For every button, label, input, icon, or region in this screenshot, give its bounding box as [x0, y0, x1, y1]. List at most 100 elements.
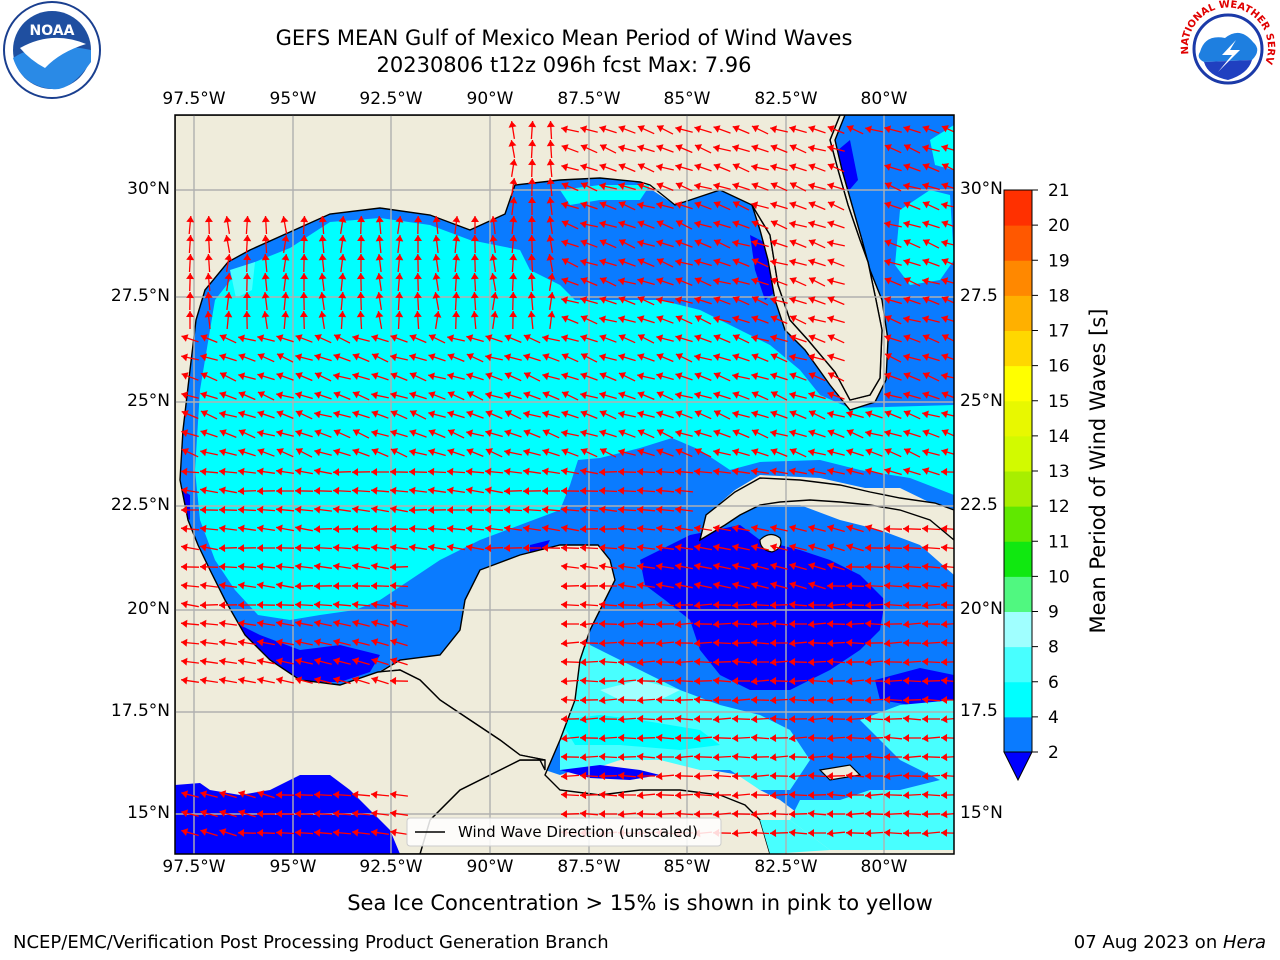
wind-arrow-head	[903, 296, 911, 304]
wind-arrow-head	[504, 467, 511, 476]
wind-arrow-head	[238, 544, 245, 553]
wind-arrow-head	[276, 543, 283, 552]
wind-arrow-head	[923, 239, 931, 247]
wind-arrow-head	[314, 676, 322, 685]
wind-arrow-head	[941, 144, 949, 152]
wind-arrow-head	[618, 410, 625, 419]
wind-arrow-head	[770, 163, 778, 172]
wind-arrow-head	[941, 562, 948, 571]
wind-arrow-head	[561, 677, 568, 686]
wind-arrow-head	[447, 429, 456, 437]
wind-arrow-head	[732, 296, 740, 304]
wind-arrow-head	[808, 125, 816, 133]
wind-arrow-head	[447, 486, 454, 495]
wind-arrow-head	[846, 677, 853, 686]
wind-arrow-head	[219, 353, 227, 361]
wind-arrow-head	[509, 292, 518, 299]
wind-arrow-head	[300, 273, 308, 279]
wind-arrow-head	[770, 676, 777, 685]
wind-arrow-head	[713, 163, 721, 171]
wind-arrow-head	[186, 216, 195, 223]
wind-arrow-head	[580, 809, 587, 818]
wind-arrow-head	[884, 562, 891, 571]
wind-arrow-head	[599, 410, 607, 418]
wind-arrow-head	[637, 714, 644, 723]
wind-arrow-head	[432, 254, 441, 261]
wind-arrow-head	[409, 506, 416, 515]
wind-arrow-head	[695, 315, 703, 323]
lon-tick-top: 92.5°W	[359, 89, 423, 109]
wind-arrow-head	[238, 505, 245, 514]
wind-arrow-head	[637, 676, 644, 685]
wind-arrow-head	[219, 619, 226, 628]
wind-arrow-head	[295, 600, 302, 609]
wind-arrow-head	[528, 159, 537, 166]
wind-arrow-head	[751, 372, 759, 381]
wind-arrow-head	[694, 372, 702, 380]
wind-arrow-head	[789, 296, 797, 304]
wind-arrow-head	[528, 178, 537, 185]
wind-arrow-head	[713, 676, 720, 685]
wind-arrow-head	[694, 657, 701, 666]
wind-arrow-head	[276, 505, 283, 514]
wind-arrow-head	[789, 772, 796, 781]
chart-subtitle: 20230806 t12z 096h fcst Max: 7.96	[376, 53, 752, 77]
wind-arrow-head	[561, 353, 569, 361]
wind-arrow-head	[808, 753, 815, 762]
wind-arrow-head	[770, 524, 777, 533]
wind-arrow-head	[733, 201, 741, 209]
wind-arrow-head	[884, 543, 891, 552]
wind-arrow-head	[865, 125, 872, 134]
wind-arrow-head	[527, 216, 536, 223]
footer-credit: NCEP/EMC/Verification Post Processing Pr…	[13, 932, 609, 953]
wind-arrow-head	[181, 809, 189, 818]
wind-arrow-head	[561, 220, 569, 228]
wind-arrow-head	[485, 544, 492, 553]
wind-arrow-head	[713, 562, 720, 571]
wind-arrow-head	[694, 601, 701, 610]
wind-arrow-head	[865, 676, 872, 685]
wind-arrow-head	[580, 182, 589, 190]
wind-arrow-head	[638, 334, 646, 342]
wind-wave-direction-arrows	[180, 120, 954, 838]
wind-arrow-head	[922, 677, 929, 686]
wind-arrow-head	[656, 296, 663, 305]
wind-arrow-head	[808, 715, 815, 724]
wind-arrow-head	[485, 467, 492, 476]
wind-arrow-head	[865, 658, 872, 667]
wind-arrow-head	[523, 448, 531, 457]
wind-arrow-head	[599, 201, 607, 209]
wind-arrow-head	[732, 220, 740, 228]
wind-arrow-head	[338, 216, 347, 223]
wind-arrow-head	[432, 216, 441, 223]
wind-arrow-head	[277, 353, 285, 361]
wind-arrow-head	[618, 467, 625, 476]
wind-arrow-head	[542, 487, 548, 495]
colorbar-segment	[1004, 716, 1032, 753]
wind-arrow-head	[751, 429, 760, 437]
wind-arrow-head	[808, 562, 816, 570]
wind-arrow-head	[542, 429, 550, 437]
wind-arrow-head	[333, 828, 340, 837]
wind-arrow-head	[409, 486, 416, 495]
wind-arrow-head	[618, 315, 626, 324]
wind-arrow-head	[751, 410, 759, 418]
wind-arrow-head	[865, 619, 872, 628]
wind-arrow-head	[808, 733, 815, 742]
wind-arrow-head	[186, 311, 194, 317]
wind-arrow-head	[428, 334, 437, 342]
wind-arrow-head	[314, 790, 321, 799]
wind-arrow-head	[356, 311, 365, 318]
wind-arrow-head	[300, 216, 309, 223]
colorbar: 2 4 6 8 9 10 11 12 13 14 15 16 17 18 19 20 21	[1003, 181, 1070, 782]
wind-arrow-head	[618, 391, 626, 399]
wind-arrow-head	[352, 525, 358, 533]
wind-arrow-head	[276, 372, 284, 380]
lat-tick-left: 17.5°N	[110, 701, 170, 721]
wind-arrow-head	[219, 809, 227, 817]
wind-arrow-head	[181, 562, 188, 571]
wind-arrow-head	[903, 163, 911, 171]
wind-arrow-head	[713, 638, 720, 647]
wind-arrow-head	[770, 467, 777, 476]
wind-arrow-head	[409, 334, 417, 342]
